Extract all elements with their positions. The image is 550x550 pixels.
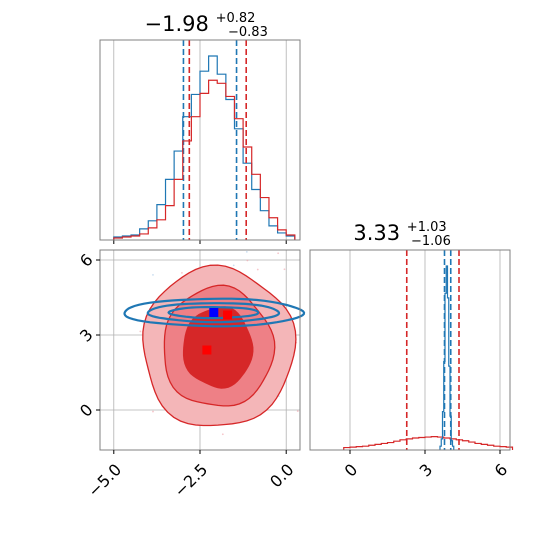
x-tick-label-0: 0: [341, 460, 362, 481]
panel-frame: [99, 39, 301, 241]
histogram-series-1: [113, 79, 296, 240]
blue-contour-level-2: [167, 306, 260, 320]
title-x-sup: +0.82: [216, 11, 256, 26]
title-marginal-y: 3.33 +1.03: [353, 220, 446, 245]
scatter-point: [232, 264, 235, 267]
red-marker-0: [223, 310, 233, 320]
scatter-point: [152, 273, 154, 276]
title-y-sup: +1.03: [407, 220, 447, 235]
blue-marker-0: [209, 308, 219, 317]
x-tick-label-1: −2.5: [170, 460, 211, 501]
scatter-point: [256, 268, 259, 271]
scatter-point: [181, 271, 183, 274]
joint-contour-panel: −5.0 −2.5 0.0 0 3 6: [76, 249, 306, 501]
histogram-series-0: [113, 55, 296, 240]
x-tick-label-2: 6: [491, 460, 512, 481]
marginal-histogram-x: [99, 39, 301, 244]
scatter-point: [246, 259, 249, 262]
y-tick-label-2: 6: [76, 250, 97, 271]
scatter-point: [152, 410, 154, 413]
scatter-point: [283, 268, 286, 271]
histogram-series-1: [439, 265, 455, 450]
title-y-value: 3.33: [353, 221, 400, 245]
red-marker-1: [202, 345, 212, 355]
red-contour-level-2: [182, 306, 254, 389]
y-tick-label-0: 0: [76, 400, 97, 421]
scatter-point: [296, 410, 299, 413]
marginal-histogram-y: 0 3 6: [309, 249, 514, 481]
panel-frame: [309, 249, 511, 451]
title-y-sub: −1.06: [411, 234, 451, 249]
scatter-point: [139, 330, 142, 333]
blue-contour-level-0: [123, 297, 306, 328]
title-marginal-x: −1.98 +0.82: [145, 11, 256, 36]
x-tick-label-2: 0.0: [266, 460, 297, 491]
x-tick-label-0: −5.0: [84, 460, 125, 501]
scatter-point: [277, 252, 280, 255]
scatter-point: [245, 251, 248, 253]
title-x-sub: −0.83: [228, 25, 268, 40]
y-tick-label-1: 3: [76, 325, 97, 346]
x-tick-label-1: 3: [416, 460, 437, 481]
scatter-point: [221, 433, 224, 436]
histogram-series-0: [343, 436, 514, 450]
title-x-value: −1.98: [145, 12, 209, 36]
blue-contour-level-1: [146, 302, 281, 324]
